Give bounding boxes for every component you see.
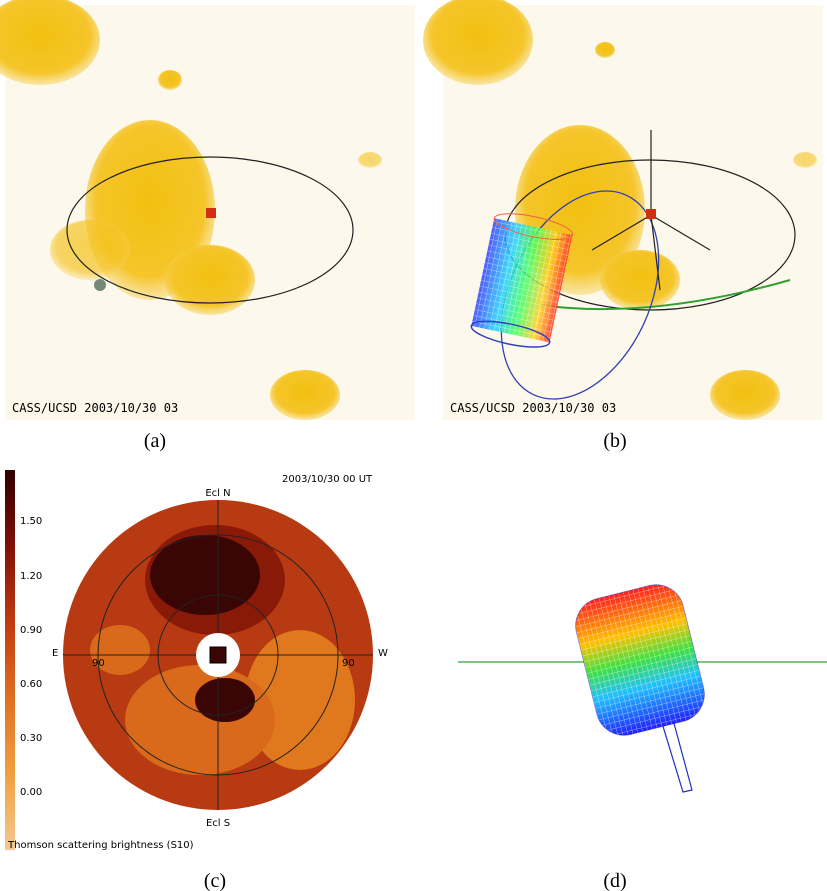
panel-caption: (a) bbox=[144, 430, 166, 452]
stamp: CASS/UCSD 2003/10/30 03 bbox=[450, 401, 616, 415]
density-blob bbox=[158, 70, 182, 90]
panel-b: CASS/UCSD 2003/10/30 03 bbox=[423, 0, 823, 420]
colorbar bbox=[5, 470, 15, 850]
density-blob bbox=[358, 152, 382, 168]
axes bbox=[591, 130, 711, 291]
panel-a: CASS/UCSD 2003/10/30 03 bbox=[0, 0, 415, 420]
flux-rope bbox=[470, 213, 574, 348]
density-blob bbox=[270, 370, 340, 420]
panel-d bbox=[458, 584, 827, 793]
density-blob bbox=[0, 0, 100, 85]
sun bbox=[206, 208, 216, 218]
brightness-region bbox=[125, 665, 275, 775]
east-label: E bbox=[52, 648, 58, 659]
panel-c: 1.50 1.20 0.90 0.60 0.30 0.00 Thomson sc… bbox=[5, 470, 388, 851]
north-label: Ecl N bbox=[205, 488, 230, 499]
flux-rope bbox=[575, 584, 705, 736]
density-blob bbox=[595, 42, 615, 58]
colorbar-tick: 0.60 bbox=[20, 679, 42, 690]
sun-marker bbox=[209, 646, 227, 664]
brightness-region bbox=[195, 678, 255, 722]
brightness-region bbox=[245, 630, 355, 770]
colorbar-tick: 1.50 bbox=[20, 516, 42, 527]
south-label: Ecl S bbox=[206, 818, 230, 829]
density-blob bbox=[710, 370, 780, 420]
longitude-label: 90 bbox=[342, 658, 355, 669]
sun bbox=[646, 209, 656, 219]
panel-caption: (d) bbox=[603, 870, 626, 891]
colorbar-tick: 1.20 bbox=[20, 571, 42, 582]
longitude-label: 90 bbox=[92, 658, 105, 669]
west-label: W bbox=[378, 648, 388, 659]
density-blob bbox=[423, 0, 533, 85]
density-blob bbox=[600, 250, 680, 310]
brightness-region bbox=[90, 625, 150, 675]
colorbar-tick: 0.00 bbox=[20, 787, 42, 798]
colorbar-tick: 0.30 bbox=[20, 733, 42, 744]
density-blob bbox=[165, 245, 255, 315]
density-blob bbox=[793, 152, 817, 168]
colorbar-tick: 0.90 bbox=[20, 625, 42, 636]
panel-caption: (c) bbox=[204, 870, 226, 891]
timestamp: 2003/10/30 00 UT bbox=[282, 474, 373, 485]
colorbar-title: Thomson scattering brightness (S10) bbox=[7, 840, 194, 851]
stamp: CASS/UCSD 2003/10/30 03 bbox=[12, 401, 178, 415]
earth bbox=[94, 279, 106, 291]
orbit bbox=[66, 156, 354, 304]
density-blob bbox=[50, 220, 130, 280]
brightness-region bbox=[150, 535, 260, 615]
orbit-segment bbox=[539, 279, 791, 311]
panel-caption: (b) bbox=[603, 430, 626, 452]
